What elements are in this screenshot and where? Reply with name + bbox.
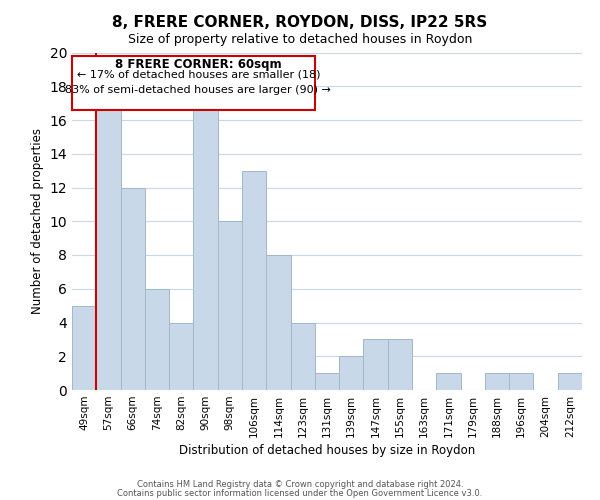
Bar: [339, 356, 364, 390]
X-axis label: Distribution of detached houses by size in Roydon: Distribution of detached houses by size …: [179, 444, 475, 457]
Bar: [72, 306, 96, 390]
Text: Size of property relative to detached houses in Roydon: Size of property relative to detached ho…: [128, 32, 472, 46]
FancyBboxPatch shape: [73, 56, 316, 110]
Text: 83% of semi-detached houses are larger (90) →: 83% of semi-detached houses are larger (…: [65, 84, 331, 94]
Bar: [290, 322, 315, 390]
Text: 8, FRERE CORNER, ROYDON, DISS, IP22 5RS: 8, FRERE CORNER, ROYDON, DISS, IP22 5RS: [112, 15, 488, 30]
Y-axis label: Number of detached properties: Number of detached properties: [31, 128, 44, 314]
Bar: [169, 322, 193, 390]
Bar: [242, 170, 266, 390]
Bar: [436, 373, 461, 390]
Bar: [364, 340, 388, 390]
Bar: [558, 373, 582, 390]
Bar: [218, 221, 242, 390]
Bar: [96, 103, 121, 390]
Text: Contains HM Land Registry data © Crown copyright and database right 2024.: Contains HM Land Registry data © Crown c…: [137, 480, 463, 489]
Text: Contains public sector information licensed under the Open Government Licence v3: Contains public sector information licen…: [118, 488, 482, 498]
Bar: [145, 289, 169, 390]
Bar: [193, 103, 218, 390]
Bar: [509, 373, 533, 390]
Bar: [121, 188, 145, 390]
Bar: [388, 340, 412, 390]
Bar: [266, 255, 290, 390]
Bar: [315, 373, 339, 390]
Text: 8 FRERE CORNER: 60sqm: 8 FRERE CORNER: 60sqm: [115, 58, 281, 70]
Text: ← 17% of detached houses are smaller (18): ← 17% of detached houses are smaller (18…: [77, 70, 320, 80]
Bar: [485, 373, 509, 390]
